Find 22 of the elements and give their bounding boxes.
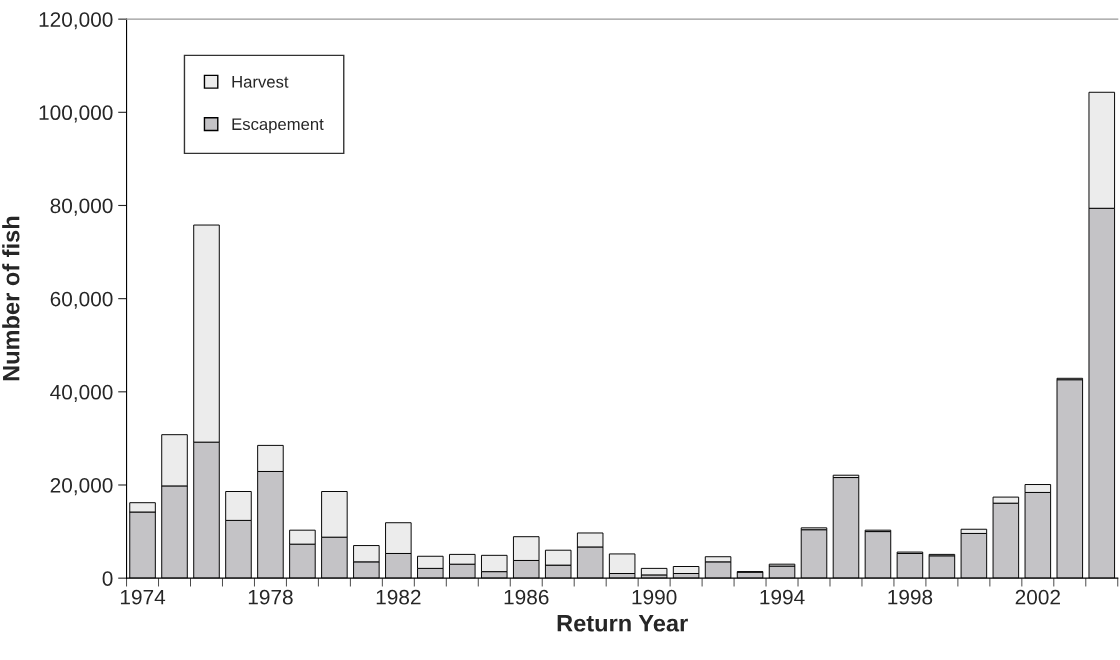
y-tick-label: 100,000	[39, 105, 113, 123]
x-tick-label: 1994	[760, 589, 805, 605]
legend-label: Escapement	[232, 118, 324, 134]
x-axis-title: Return Year	[557, 615, 688, 632]
y-tick-label: 20,000	[50, 477, 113, 496]
y-tick-label: 40,000	[50, 384, 113, 403]
x-tick-label: 2002	[1015, 589, 1060, 605]
legend-label: Harvest	[232, 76, 289, 88]
bar	[640, 567, 668, 576]
x-tick-label: 1986	[504, 589, 549, 605]
bar	[672, 566, 700, 574]
x-tick-label: 1974	[120, 589, 166, 605]
x-tick-label: 1990	[632, 589, 677, 605]
y-tick-label: 60,000	[50, 291, 113, 309]
x-tick-label: 1978	[248, 589, 293, 605]
y-tick-label: 120,000	[39, 12, 113, 30]
y-tick-label: 0	[102, 571, 113, 586]
bar	[608, 553, 636, 574]
x-tick-label: 1998	[888, 589, 933, 605]
y-axis-title: Number of fish	[2, 216, 20, 381]
x-tick-label: 1982	[376, 589, 421, 605]
y-tick-label: 80,000	[50, 198, 113, 216]
